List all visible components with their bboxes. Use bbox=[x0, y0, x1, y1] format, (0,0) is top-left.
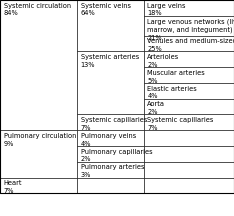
Bar bbox=[77, 178, 144, 193]
Text: Elastic arteries
4%: Elastic arteries 4% bbox=[147, 86, 197, 99]
Text: Large venous networks (liver, bone
marrow, and integument)
21%: Large venous networks (liver, bone marro… bbox=[147, 18, 234, 41]
Text: Large veins
18%: Large veins 18% bbox=[147, 3, 186, 16]
Text: Systemic circulation
84%: Systemic circulation 84% bbox=[4, 3, 71, 16]
Bar bbox=[144, 130, 234, 146]
Text: Systemic veins
64%: Systemic veins 64% bbox=[81, 3, 131, 16]
Bar bbox=[77, 130, 144, 146]
Bar bbox=[0, 178, 77, 193]
Bar bbox=[144, 36, 234, 51]
Text: Systemic capillaries
7%: Systemic capillaries 7% bbox=[81, 117, 147, 131]
Bar bbox=[144, 16, 234, 36]
Bar bbox=[0, 130, 77, 178]
Bar bbox=[77, 162, 144, 178]
Text: Venules and medium-sized veins
25%: Venules and medium-sized veins 25% bbox=[147, 38, 234, 52]
Text: Systemic arteries
13%: Systemic arteries 13% bbox=[81, 54, 139, 68]
Bar bbox=[77, 114, 144, 130]
Bar bbox=[144, 0, 234, 16]
Bar bbox=[77, 146, 144, 162]
Bar bbox=[144, 51, 234, 67]
Text: Arterioles
2%: Arterioles 2% bbox=[147, 54, 180, 68]
Text: Muscular arteries
5%: Muscular arteries 5% bbox=[147, 70, 205, 84]
Bar bbox=[144, 83, 234, 99]
Text: Aorta
2%: Aorta 2% bbox=[147, 101, 165, 115]
Bar bbox=[144, 67, 234, 83]
Bar bbox=[77, 0, 144, 51]
Bar bbox=[144, 99, 234, 114]
Text: Pulmonary circulation
9%: Pulmonary circulation 9% bbox=[4, 133, 76, 147]
Bar bbox=[144, 114, 234, 130]
Bar bbox=[77, 51, 144, 114]
Bar bbox=[144, 162, 234, 178]
Text: Heart
7%: Heart 7% bbox=[4, 180, 22, 194]
Bar bbox=[0, 0, 234, 193]
Bar bbox=[144, 146, 234, 162]
Bar bbox=[144, 178, 234, 193]
Bar bbox=[0, 0, 77, 130]
Text: Pulmonary veins
4%: Pulmonary veins 4% bbox=[81, 133, 136, 147]
Text: Systemic capillaries
7%: Systemic capillaries 7% bbox=[147, 117, 214, 131]
Text: Pulmonary arteries
3%: Pulmonary arteries 3% bbox=[81, 164, 144, 178]
Text: Pulmonary capillaries
2%: Pulmonary capillaries 2% bbox=[81, 149, 152, 162]
